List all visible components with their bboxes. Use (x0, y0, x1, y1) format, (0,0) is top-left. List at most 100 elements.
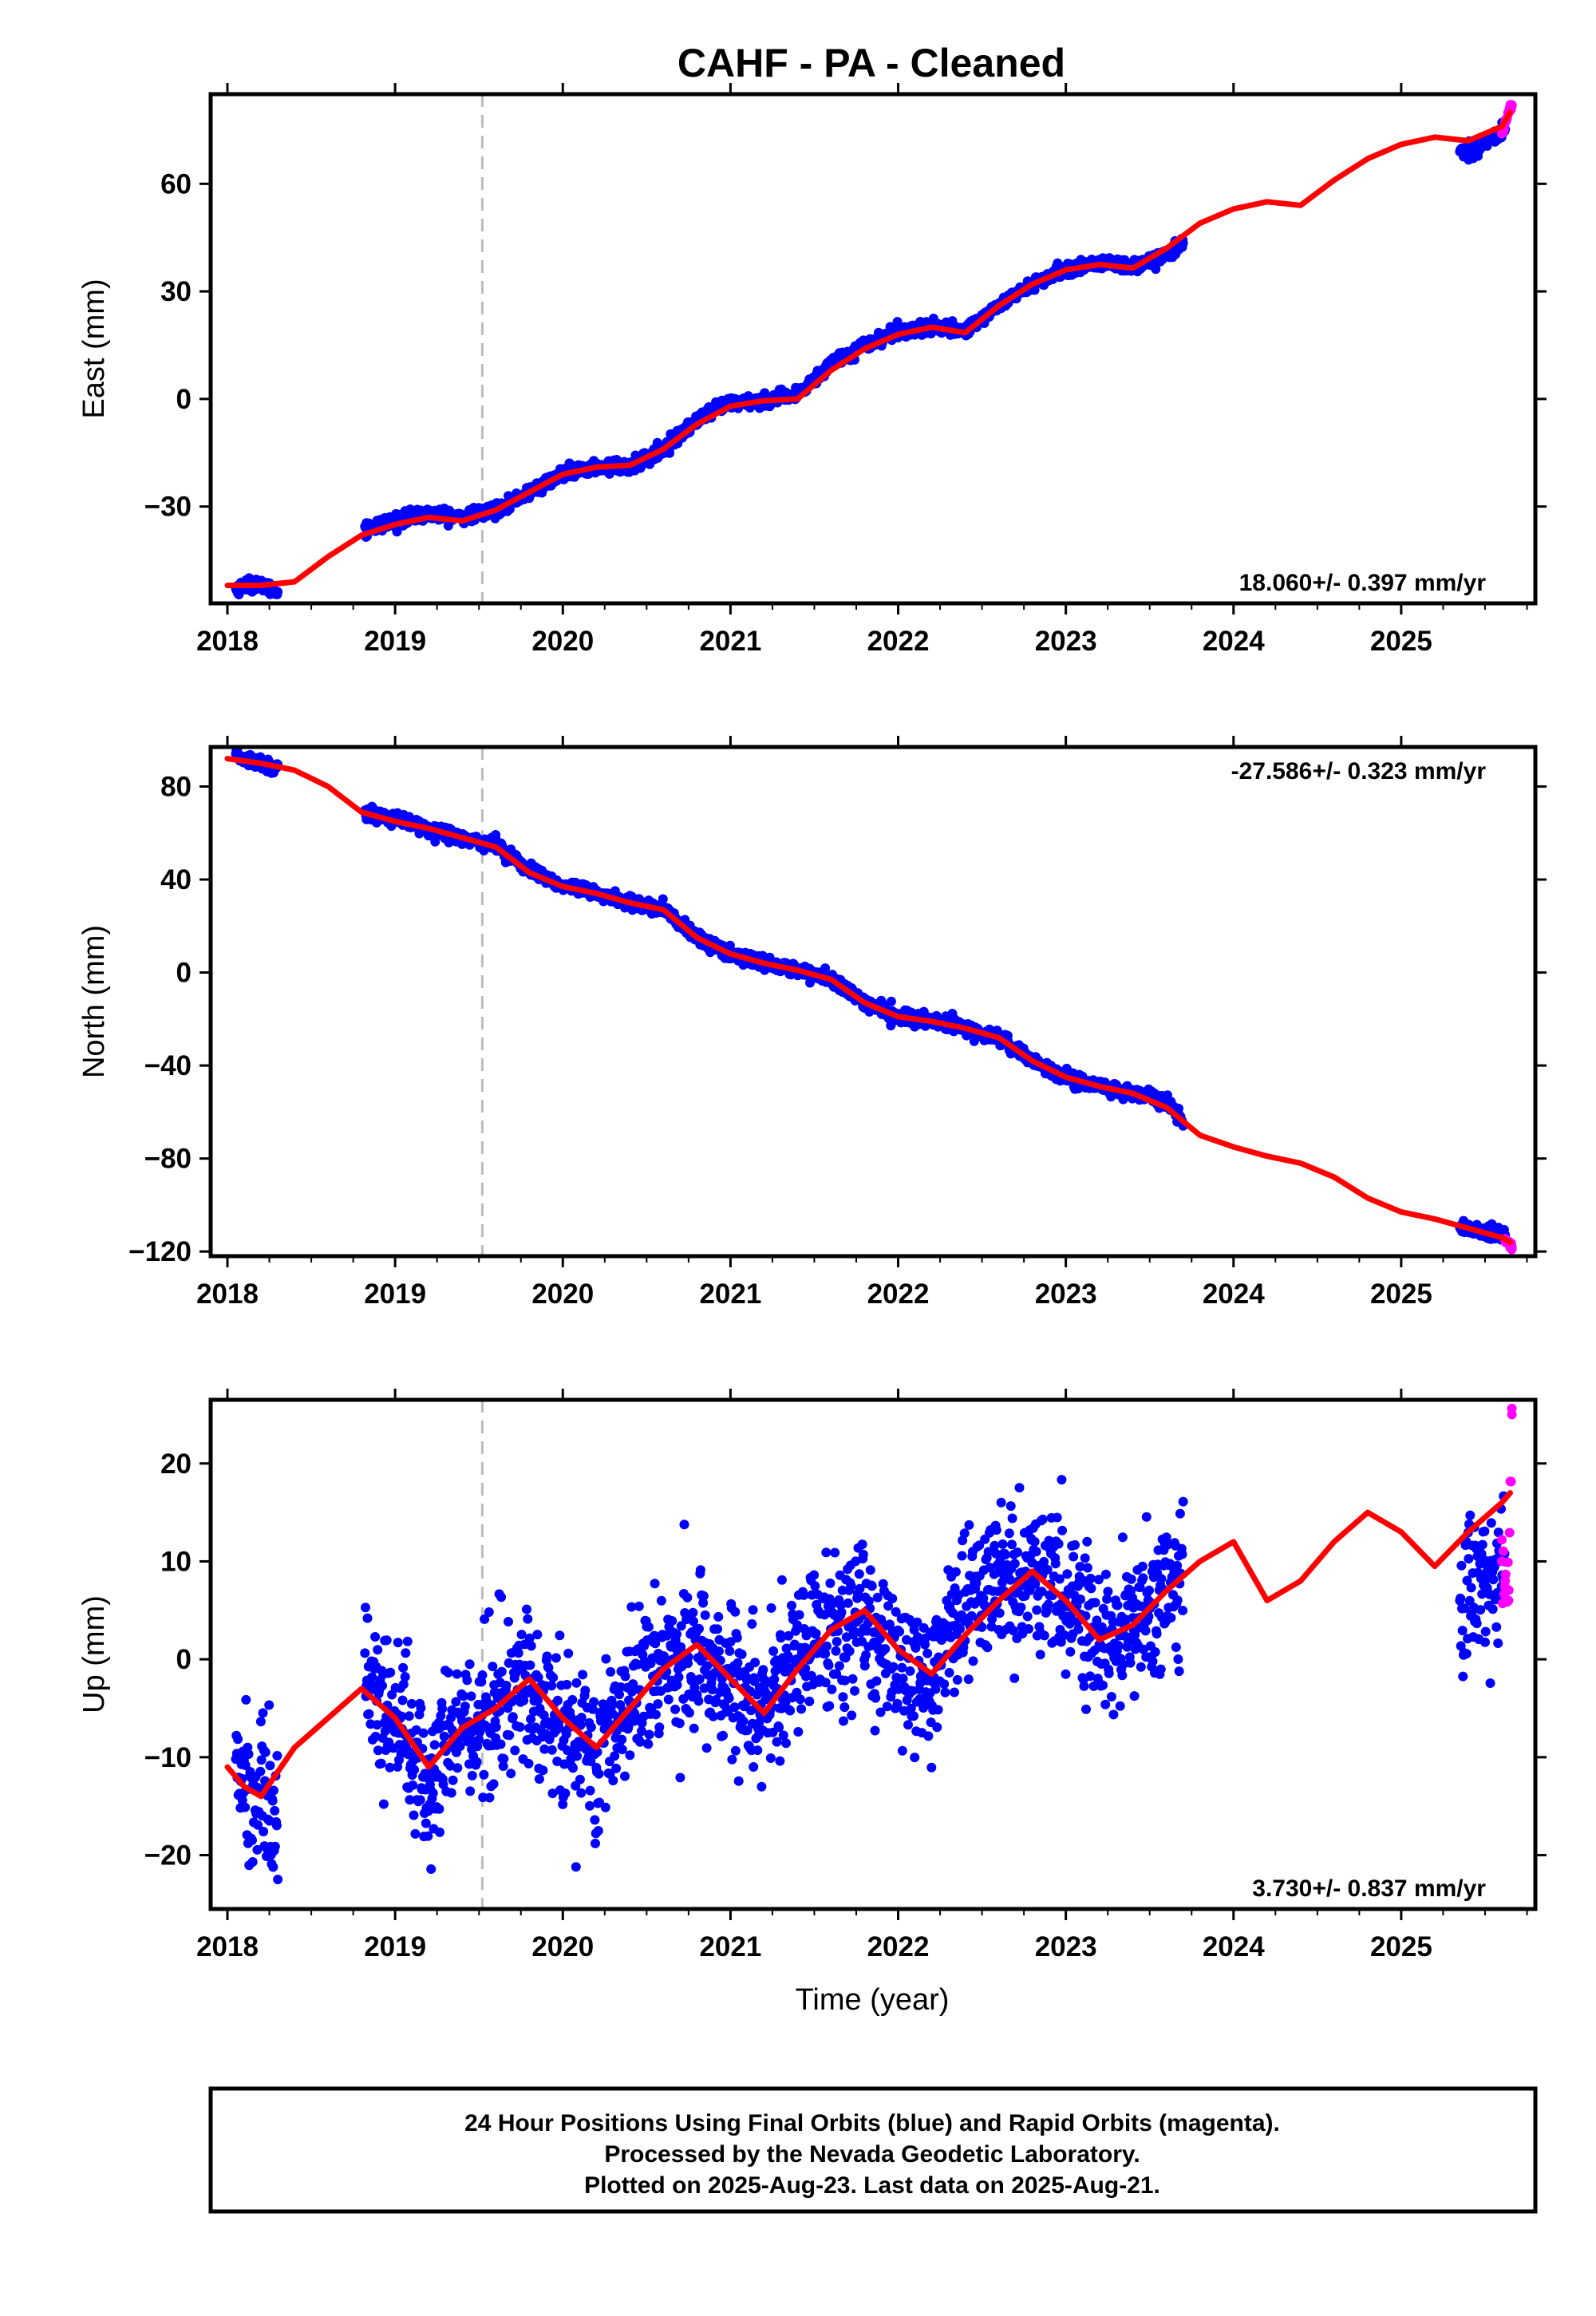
final-orbit-point (452, 1669, 462, 1679)
final-orbit-point (733, 1658, 743, 1668)
final-orbit-point (429, 1740, 440, 1750)
final-orbit-point (905, 1666, 915, 1676)
final-orbit-point (749, 1762, 759, 1772)
final-orbit-point (824, 1660, 834, 1670)
final-orbit-point (591, 1838, 600, 1848)
x-tick-label: 2019 (364, 1279, 426, 1310)
final-orbit-point (377, 1681, 387, 1691)
final-orbit-point (361, 1603, 370, 1613)
final-orbit-point (267, 1796, 278, 1806)
final-orbit-point (670, 1704, 681, 1714)
final-orbit-point (694, 1623, 704, 1634)
final-orbit-point (634, 1601, 644, 1611)
final-orbit-point (560, 1788, 571, 1799)
final-orbit-point (408, 1780, 418, 1790)
final-orbit-point (757, 1781, 767, 1792)
final-orbit-point (820, 963, 831, 974)
final-orbit-point (620, 1671, 630, 1682)
final-orbit-point (939, 1679, 950, 1690)
x-tick-label: 2025 (1370, 1279, 1432, 1310)
final-orbit-point (775, 1756, 785, 1766)
final-orbit-point (707, 1685, 717, 1695)
final-orbit-point (515, 1722, 525, 1732)
final-orbit-point (409, 1810, 419, 1820)
final-orbit-point (628, 1679, 638, 1690)
final-orbit-point (576, 1788, 587, 1798)
final-orbit-point (820, 1649, 831, 1659)
final-orbit-point (590, 1815, 600, 1825)
y-axis-label: East (mm) (77, 279, 111, 418)
final-orbit-point (617, 1745, 627, 1755)
final-orbit-point (397, 1711, 407, 1721)
final-orbit-point (488, 1662, 498, 1672)
final-orbit-point (568, 1763, 578, 1773)
final-orbit-point (923, 1731, 934, 1741)
final-orbit-point (822, 1641, 832, 1651)
final-orbit-point (858, 1549, 868, 1559)
final-orbit-point (587, 1704, 598, 1714)
final-orbit-point (796, 1704, 807, 1714)
final-orbit-point (617, 1734, 627, 1745)
final-orbit-point (792, 1620, 802, 1630)
final-orbit-point (543, 1662, 554, 1673)
final-orbit-point (837, 1585, 847, 1595)
x-axis: 2018 2019 2020 2021 2022 2023 2024 2025 (196, 83, 1528, 657)
final-orbit-point (787, 1600, 796, 1611)
final-orbit-point (240, 1802, 251, 1812)
final-orbit-point (513, 1648, 523, 1658)
final-orbit-point (421, 1818, 431, 1828)
final-orbit-point (576, 1713, 587, 1723)
final-orbit-point (401, 1648, 411, 1658)
final-orbit-point (415, 1795, 425, 1805)
final-orbit-point (892, 1698, 903, 1709)
final-orbit-point (547, 1788, 558, 1799)
final-orbit-point (824, 1701, 835, 1711)
final-orbit-point (898, 1674, 908, 1684)
final-orbit-point (532, 1630, 543, 1640)
final-orbit-point (718, 1730, 728, 1741)
final-orbit-point (930, 1684, 941, 1694)
final-orbit-point (950, 1567, 961, 1577)
final-orbit-point (446, 1713, 456, 1723)
final-orbit-point (649, 1630, 659, 1641)
final-orbit-point (689, 1723, 699, 1733)
final-orbit-point (434, 1804, 444, 1814)
final-orbit-point (451, 1697, 461, 1707)
final-orbit-point (848, 1626, 859, 1636)
final-orbit-point (475, 1727, 485, 1737)
final-orbit-point (865, 1565, 875, 1575)
rate-annotation: 18.060+/- 0.397 mm/yr (1239, 570, 1487, 596)
final-orbit-point (695, 1565, 705, 1575)
final-orbit-point (571, 1862, 581, 1872)
final-orbit-point (474, 1734, 484, 1745)
final-orbit-point (827, 1684, 837, 1694)
final-orbit-point (831, 1646, 841, 1656)
final-orbit-point (713, 1646, 724, 1656)
final-orbit-point (650, 1709, 661, 1720)
final-orbit-point (834, 1661, 844, 1671)
final-orbit-point (406, 1698, 417, 1709)
final-orbit-point (593, 1826, 603, 1836)
final-orbit-point (459, 1691, 468, 1701)
final-orbit-point (510, 1745, 520, 1756)
final-orbit-point (611, 1763, 622, 1773)
final-orbit-point (533, 1695, 543, 1705)
final-orbit-point (846, 1581, 856, 1591)
final-orbit-point (272, 1751, 282, 1761)
plot-frame (208, 92, 1538, 606)
final-orbit-point (465, 1786, 476, 1796)
final-orbit-point (949, 1687, 959, 1697)
rapid-orbit-point (1507, 100, 1517, 110)
model-fit-line (224, 756, 1513, 1245)
final-orbit-point (682, 1592, 693, 1603)
y-tick-label: −30 (144, 492, 192, 523)
final-orbit-point (654, 1722, 665, 1733)
final-orbit-point (428, 1788, 438, 1798)
final-orbit-point (940, 1687, 950, 1697)
final-orbit-point (484, 1607, 494, 1617)
final-orbit-point (741, 1675, 752, 1685)
final-orbit-point (897, 1745, 907, 1756)
final-orbit-point (781, 1738, 791, 1749)
final-orbit-point (653, 1699, 663, 1709)
